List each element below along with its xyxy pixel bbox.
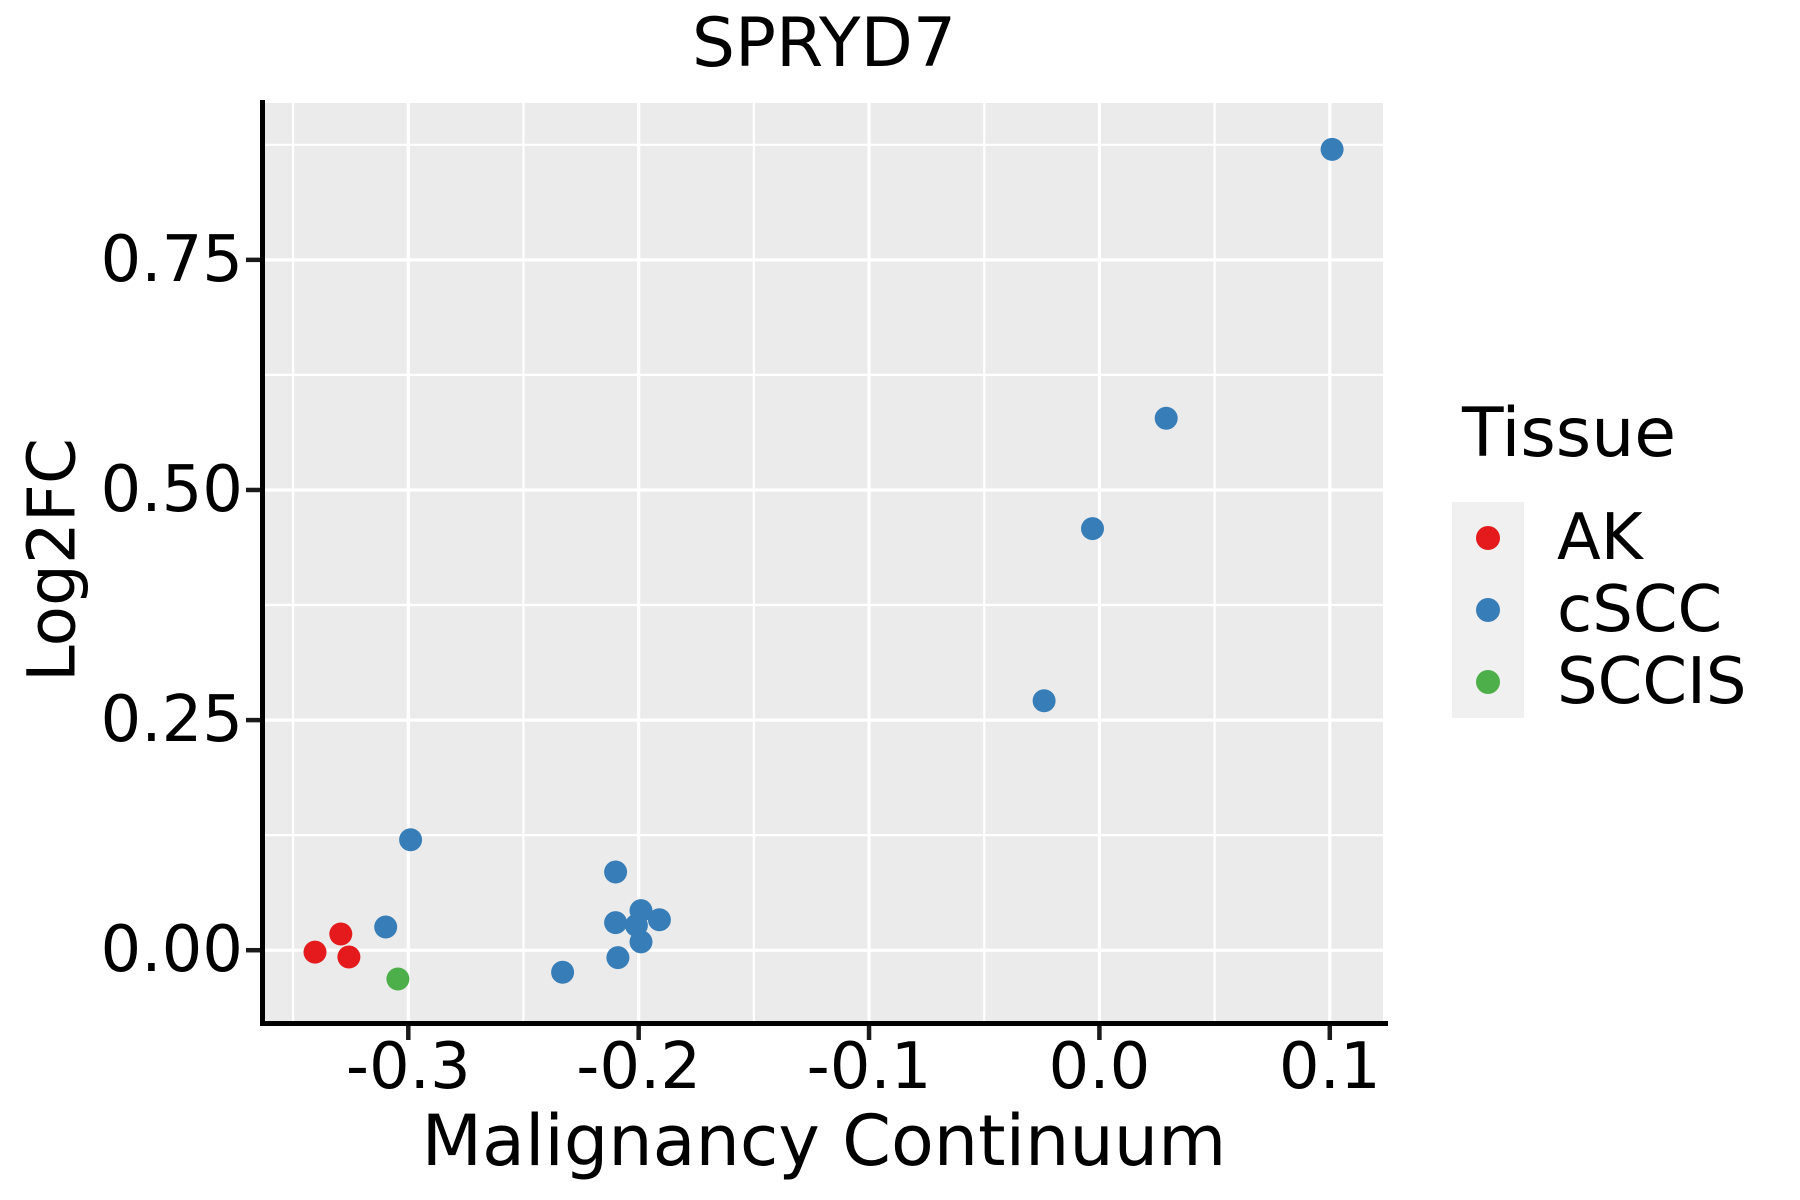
legend-key: [1452, 574, 1524, 646]
x-tick-label: 0.0: [1049, 1030, 1151, 1104]
chart-title: SPRYD7: [691, 4, 957, 83]
legend-key: [1452, 646, 1524, 718]
data-point-ak: [337, 945, 361, 969]
legend-key: [1452, 502, 1524, 574]
data-point-cscc: [604, 860, 628, 884]
data-point-ak: [329, 922, 353, 946]
data-point-ak: [303, 940, 327, 964]
data-point-cscc: [604, 911, 628, 935]
data-point-cscc: [629, 930, 653, 954]
y-tick-label: 0.50: [101, 453, 244, 527]
data-point-cscc: [606, 946, 630, 970]
data-point-cscc: [1032, 689, 1056, 713]
data-point-cscc: [1320, 137, 1344, 161]
x-tick-label: -0.2: [576, 1030, 701, 1104]
y-tick-label: 0.75: [101, 223, 244, 297]
legend-point-icon: [1476, 670, 1500, 694]
panel-background: [265, 103, 1383, 1021]
data-point-cscc: [629, 899, 653, 923]
data-point-cscc: [1154, 406, 1178, 430]
legend-point-icon: [1476, 526, 1500, 550]
legend-label: SCCIS: [1557, 645, 1747, 719]
data-point-cscc: [374, 915, 398, 939]
x-tick-label: -0.3: [346, 1030, 471, 1104]
legend-point-icon: [1476, 598, 1500, 622]
x-tick-label: 0.1: [1279, 1030, 1381, 1104]
data-point-cscc: [399, 828, 423, 852]
x-tick-label: -0.1: [807, 1030, 932, 1104]
legend-label: cSCC: [1557, 573, 1723, 647]
legend-entry-cscc: cSCC: [1452, 573, 1747, 647]
data-point-cscc: [647, 908, 671, 932]
legend-entries: AK cSCC SCCIS: [1452, 501, 1747, 719]
legend-title: Tissue: [1462, 394, 1677, 473]
legend-label: AK: [1557, 501, 1643, 575]
legend-entry-sccis: SCCIS: [1452, 645, 1747, 719]
legend-entry-ak: AK: [1452, 501, 1747, 575]
data-point-cscc: [551, 960, 575, 984]
legend: Tissue AK cSCC SCCIS: [1452, 394, 1747, 719]
x-axis-label: Malignancy Continuum: [421, 1100, 1227, 1182]
data-point-cscc: [1081, 517, 1104, 541]
y-tick-label: 0.25: [101, 683, 244, 757]
data-point-sccis: [386, 967, 410, 991]
y-tick-label: 0.00: [101, 913, 244, 987]
